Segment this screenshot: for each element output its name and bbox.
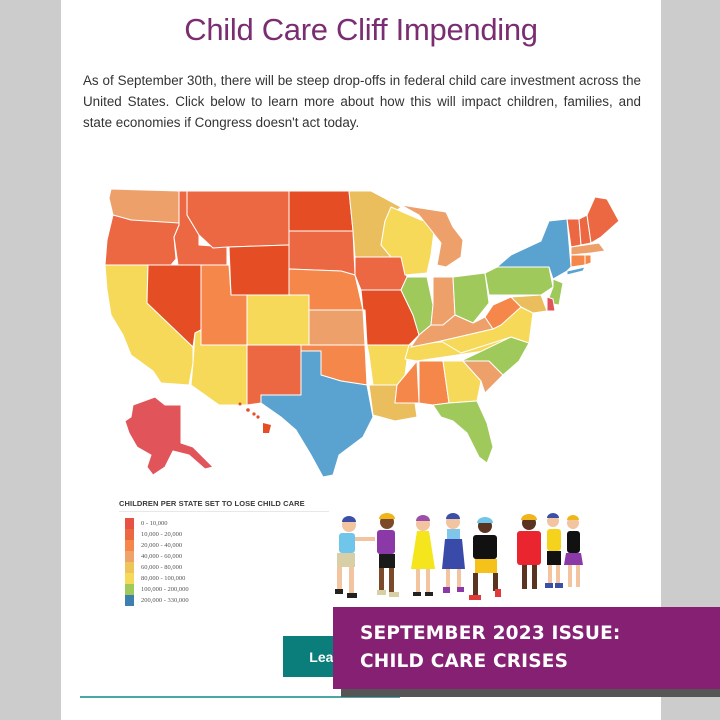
- state-wy: [228, 244, 290, 296]
- legend-swatch: [125, 595, 134, 606]
- legend-item: 10,000 - 20,000: [119, 529, 329, 540]
- state-hi: [238, 402, 271, 433]
- map-legend: CHILDREN PER STATE SET TO LOSE CHILD CAR…: [119, 499, 329, 606]
- state-pa: [484, 266, 554, 296]
- state-md: [510, 294, 548, 314]
- banner-line-1: SEPTEMBER 2023 ISSUE:: [360, 623, 621, 644]
- child-figure: [335, 516, 375, 598]
- state-co: [246, 294, 310, 346]
- divider-line: [80, 696, 400, 698]
- state-ga: [442, 360, 482, 404]
- state-ma: [570, 242, 606, 256]
- child-figure: [517, 514, 541, 589]
- us-map[interactable]: [101, 185, 631, 485]
- legend-item: 0 - 10,000: [119, 518, 329, 529]
- legend-swatch: [125, 518, 134, 529]
- legend-item: 60,000 - 80,000: [119, 562, 329, 573]
- state-ky: [410, 314, 494, 348]
- legend-item: 200,000 - 330,000: [119, 595, 329, 606]
- legend-swatch: [125, 551, 134, 562]
- state-li: [566, 266, 586, 276]
- state-ak: [124, 396, 214, 476]
- child-figure: [564, 515, 583, 587]
- issue-banner: SEPTEMBER 2023 ISSUE: CHILD CARE CRISES: [333, 607, 720, 689]
- state-ia: [354, 256, 408, 291]
- child-figure: [377, 513, 399, 597]
- intro-paragraph: As of September 30th, there will be stee…: [83, 73, 641, 130]
- state-oh: [452, 272, 490, 324]
- state-ks: [308, 309, 366, 346]
- state-sd: [288, 230, 356, 276]
- page-title: Child Care Cliff Impending: [184, 12, 538, 47]
- state-nd: [288, 190, 354, 232]
- legend-swatch: [125, 562, 134, 573]
- state-mi: [400, 204, 464, 268]
- state-me: [586, 196, 620, 244]
- child-figure: [442, 513, 465, 593]
- legend-item: 40,000 - 60,000: [119, 551, 329, 562]
- child-figure: [469, 517, 501, 600]
- legend-title: CHILDREN PER STATE SET TO LOSE CHILD CAR…: [119, 499, 329, 512]
- state-fl: [432, 400, 494, 464]
- legend-swatch: [125, 584, 134, 595]
- newsletter-page: Child Care Cliff Impending As of Septemb…: [61, 0, 661, 720]
- banner-line-2: CHILD CARE CRISES: [360, 651, 569, 672]
- state-ny: [496, 218, 572, 280]
- legend-swatch: [125, 573, 134, 584]
- state-tx: [260, 350, 374, 478]
- state-de: [546, 296, 556, 312]
- legend-swatch: [125, 529, 134, 540]
- legend-item: 80,000 - 100,000: [119, 573, 329, 584]
- child-figure: [411, 515, 435, 596]
- state-ri: [584, 254, 592, 266]
- state-ct: [570, 254, 586, 268]
- children-illustration: [335, 513, 583, 600]
- legend-item: 100,000 - 200,000: [119, 584, 329, 595]
- state-or: [104, 214, 180, 266]
- child-figure: [545, 513, 563, 588]
- legend-item: 20,000 - 40,000: [119, 540, 329, 551]
- banner-shadow: [341, 688, 720, 697]
- state-mt: [186, 190, 290, 249]
- legend-swatch: [125, 540, 134, 551]
